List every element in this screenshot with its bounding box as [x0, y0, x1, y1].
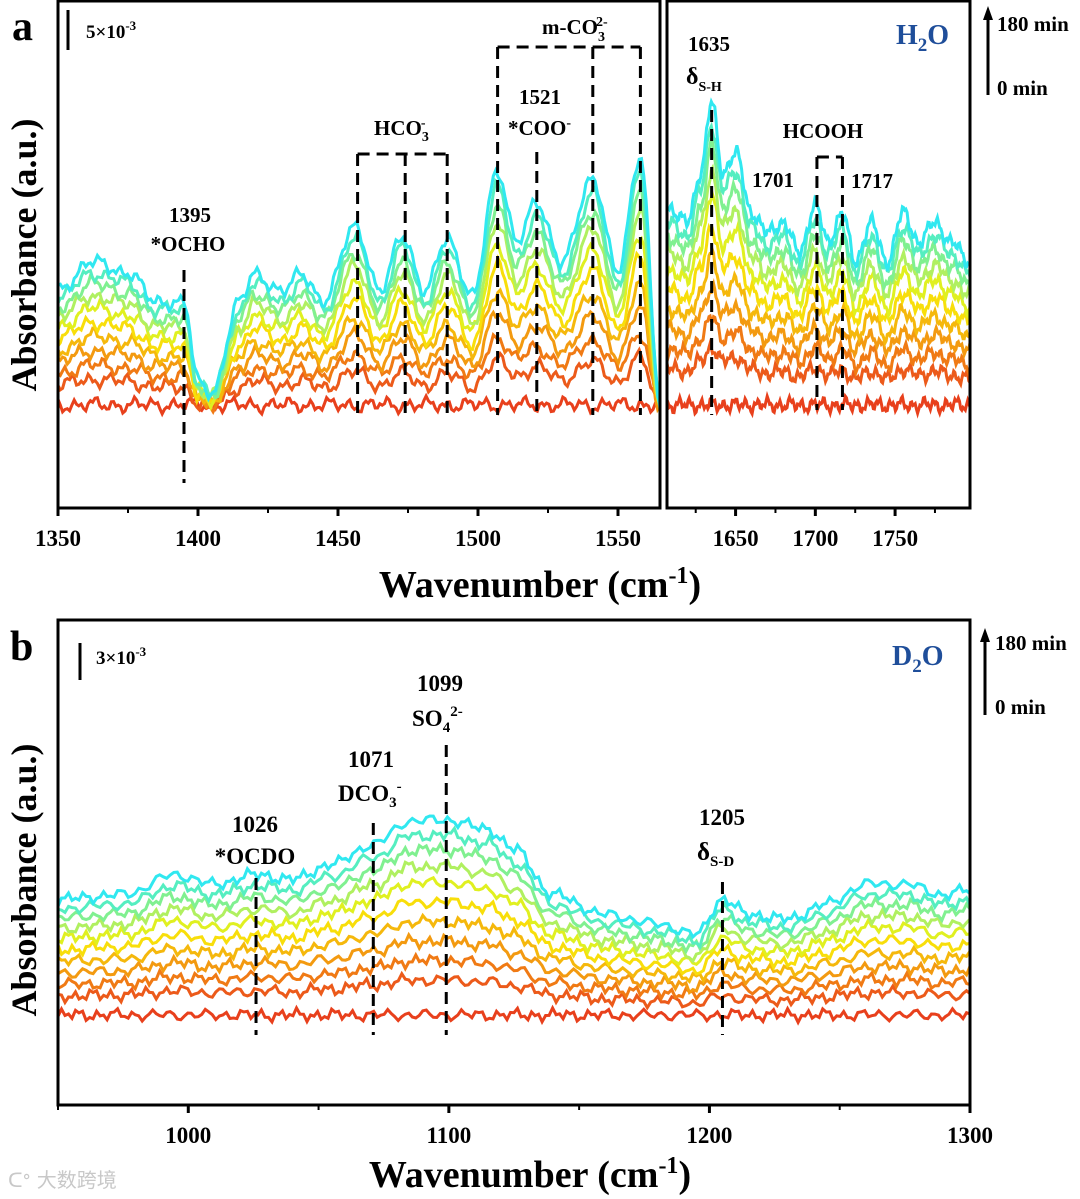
hco3-label: HCO3- — [374, 116, 429, 145]
hcooh-1717-label: 1717 — [851, 169, 893, 193]
hcooh-label: HCOOH — [783, 119, 864, 143]
panel-b-legend-bottom: 0 min — [995, 695, 1046, 719]
x-tick-label: 1450 — [315, 526, 361, 551]
spectrum-curve-2 — [665, 313, 972, 379]
panel-a-legend-bottom: 0 min — [997, 76, 1048, 100]
panel-a-x-ticks: 1350 1400 1450 1500 1550 1650 1700 1750 — [35, 508, 936, 551]
x-tick-label: 1400 — [175, 526, 221, 551]
ocdo-label: *OCDO — [215, 844, 296, 869]
spectrum-curve-1 — [665, 337, 972, 389]
spectrum-curve-8 — [666, 137, 972, 294]
x-tick-label: 1750 — [872, 526, 918, 551]
dco3-wavenumber: 1071 — [348, 747, 394, 772]
ocho-wavenumber: 1395 — [169, 203, 211, 227]
spectrum-curve-2 — [57, 951, 971, 1002]
panel-b-frame — [56, 618, 972, 1107]
spectrum-curve-4 — [57, 912, 972, 984]
panel-a-y-axis-label: Absorbance (a.u.) — [4, 118, 44, 391]
spectrum-curve-0 — [665, 390, 972, 419]
ocho-label: *OCHO — [151, 232, 226, 256]
x-tick-label: 1500 — [455, 526, 501, 551]
coo-wavenumber: 1521 — [519, 85, 561, 109]
panel-b-y-axis-label: Absorbance (a.u.) — [4, 743, 44, 1016]
panel-b-annotation-lines — [254, 745, 724, 1035]
panel-a-scale-label: 5×10-3 — [86, 18, 137, 43]
panel-b-label: b — [10, 624, 33, 670]
sd-wavenumber: 1205 — [699, 805, 745, 830]
x-tick-label: 1700 — [792, 526, 838, 551]
panel-b-solvent-label: D2O — [892, 641, 944, 677]
sh-label: δS-H — [686, 64, 722, 95]
panel-a-x-axis-label: Wavenumber (cm-1) — [379, 563, 701, 606]
spectrum-curve-9 — [57, 825, 972, 950]
ocdo-wavenumber: 1026 — [232, 812, 278, 837]
spectrum-curve-7 — [665, 163, 972, 302]
panel-a-legend-top: 180 min — [997, 12, 1069, 36]
x-tick-label: 1300 — [947, 1123, 993, 1148]
spectrum-curve-0 — [56, 1004, 971, 1026]
spectrum-curve-6 — [56, 235, 662, 412]
panel-b-x-axis-label: Wavenumber (cm-1) — [369, 1153, 691, 1196]
panel-a-left-frame — [56, 0, 662, 510]
x-tick-label: 1350 — [35, 526, 81, 551]
spectrum-curve-1 — [57, 970, 971, 1011]
x-tick-label: 1000 — [165, 1123, 211, 1148]
spectrum-curve-3 — [57, 931, 972, 996]
spectrum-curve-5 — [666, 222, 972, 328]
spectrum-curve-8 — [57, 840, 972, 955]
panel-b-curves — [56, 814, 972, 1026]
so4-label: SO42- — [412, 704, 463, 736]
panel-b-scale-label: 3×10-3 — [96, 644, 147, 669]
panel-a-curves — [56, 97, 972, 419]
spectrum-curve-4 — [665, 246, 972, 348]
panel-b-legend-top: 180 min — [995, 631, 1067, 655]
spectrum-curve-10 — [666, 97, 971, 272]
watermark-logo-icon: ᑕᐤ — [8, 1168, 37, 1192]
watermark: ᑕᐤ 大数跨境 — [8, 1168, 117, 1192]
coo-label: *COO- — [508, 116, 571, 140]
x-tick-label: 1650 — [713, 526, 759, 551]
x-tick-label: 1200 — [686, 1123, 732, 1148]
panel-b-x-ticks: 1000 1100 1200 1300 — [57, 1105, 993, 1148]
panel-a-annotation-lines — [182, 45, 844, 483]
spectrum-curve-9 — [666, 121, 972, 284]
sh-wavenumber: 1635 — [688, 32, 730, 56]
so4-wavenumber: 1099 — [417, 671, 463, 696]
spectrum-curve-10 — [56, 814, 971, 940]
spectrum-curve-5 — [56, 896, 971, 976]
mco3-label: m-CO32- — [542, 15, 608, 45]
panel-a-right-frame — [665, 0, 972, 510]
hcooh-1701-label: 1701 — [752, 168, 794, 192]
dco3-label: DCO3- — [338, 779, 402, 811]
x-tick-label: 1100 — [426, 1123, 471, 1148]
arrow-up-icon — [980, 628, 990, 642]
x-tick-label: 1550 — [595, 526, 641, 551]
panel-a-label: a — [12, 4, 33, 50]
spectrum-curve-3 — [666, 277, 972, 360]
spectrum-curve-6 — [57, 875, 971, 967]
panel-a-solvent-label: H2O — [896, 20, 949, 56]
spectrum-curve-7 — [57, 857, 972, 964]
sd-label: δS-D — [697, 839, 734, 870]
arrow-up-icon — [983, 6, 993, 20]
